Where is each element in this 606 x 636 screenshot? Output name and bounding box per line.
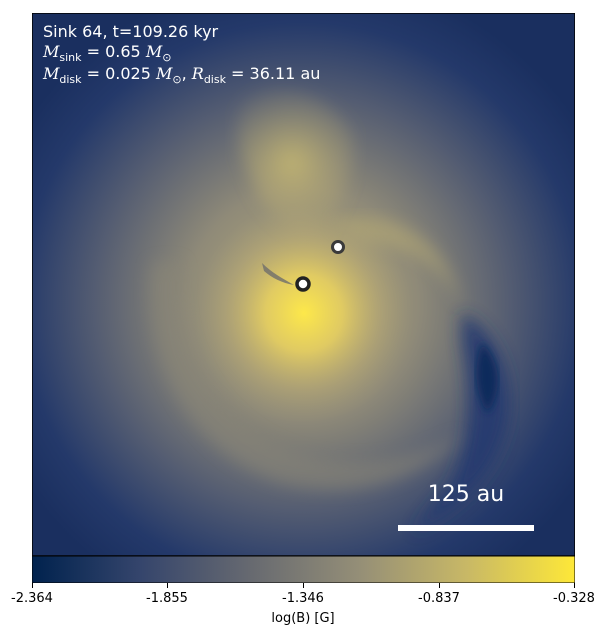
scale-bar — [398, 525, 534, 531]
colorbar-tick-label: -0.328 — [553, 591, 595, 606]
colorbar-title: log(B) [G] — [271, 611, 335, 626]
secondary-sink-marker — [331, 240, 345, 254]
colorbar-tick-label: -0.837 — [418, 591, 460, 606]
colorbar-tick — [167, 583, 168, 588]
colorbar — [32, 556, 575, 583]
sink-mass-label: Msink = 0.65 M⊙ — [43, 42, 172, 65]
colorbar-tick-label: -1.855 — [146, 591, 188, 606]
scale-bar-label: 125 au — [427, 482, 505, 507]
colorbar-tick-label: -1.346 — [282, 591, 324, 606]
colorbar-tick — [32, 583, 33, 588]
colorbar-tick — [303, 583, 304, 588]
primary-sink-marker — [295, 276, 311, 292]
disk-properties-label: Mdisk = 0.025 M⊙, Rdisk = 36.11 au — [43, 64, 321, 87]
colorbar-tick-label: -2.364 — [11, 591, 53, 606]
colorbar-tick — [574, 583, 575, 588]
sink-time-label: Sink 64, t=109.26 kyr — [43, 22, 219, 41]
magnetic-field-map — [32, 13, 575, 556]
colorbar-tick — [439, 583, 440, 588]
